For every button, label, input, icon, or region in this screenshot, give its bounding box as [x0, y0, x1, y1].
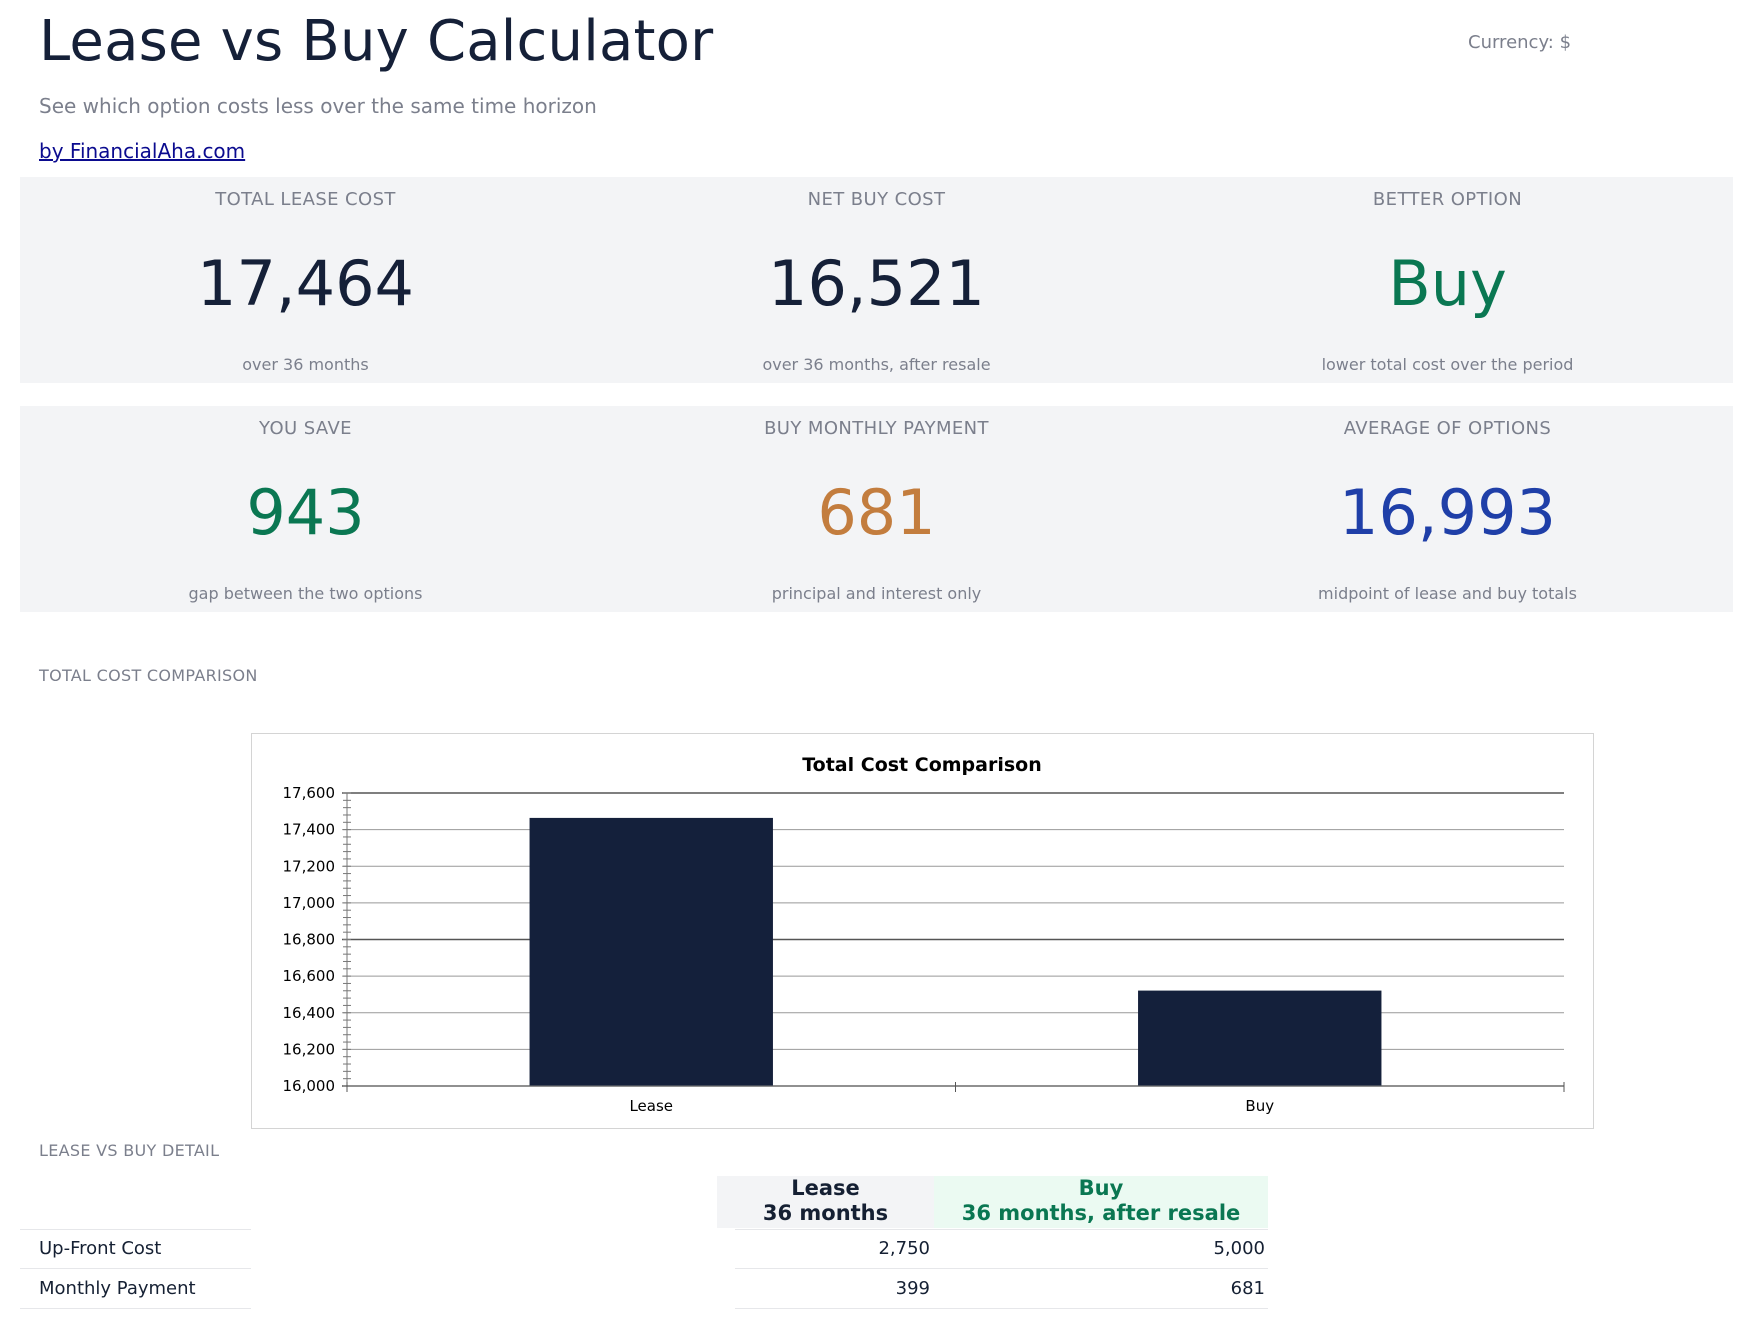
card-note: over 36 months — [242, 355, 369, 374]
lease-monthly-payment: 399 — [895, 1278, 930, 1299]
better-option-card: BETTER OPTION Buy lower total cost over … — [1162, 177, 1733, 383]
card-label: NET BUY COST — [807, 189, 946, 210]
lease-up-front-cost: 2,750 — [878, 1238, 930, 1259]
lease-column-header: Lease 36 months — [717, 1176, 934, 1228]
card-value: 16,521 — [768, 247, 985, 320]
y-tick-label: 17,000 — [283, 894, 336, 912]
row-divider — [20, 1229, 251, 1230]
total-cost-chart: Total Cost Comparison 16,000 16,200 16,400… — [251, 733, 1594, 1129]
row-divider — [735, 1308, 1268, 1309]
y-tick-label: 16,800 — [283, 931, 336, 949]
card-value: 943 — [246, 476, 365, 549]
chart-y-axis: 16,000 16,200 16,400 16,600 16,800 17,000 17,2… — [283, 784, 351, 1095]
card-label: TOTAL LEASE COST — [215, 189, 396, 210]
chart-section-label: TOTAL COST COMPARISON — [39, 666, 258, 685]
average-of-options-card: AVERAGE OF OPTIONS 16,993 midpoint of le… — [1162, 406, 1733, 612]
y-tick-label: 17,400 — [283, 821, 336, 839]
card-value: Buy — [1388, 247, 1507, 320]
byline-link[interactable]: by FinancialAha.com — [39, 139, 246, 163]
net-buy-cost-card: NET BUY COST 16,521 over 36 months, afte… — [591, 177, 1162, 383]
bar-chart-svg: Total Cost Comparison 16,000 16,200 16,400… — [283, 754, 1565, 1115]
card-label: BETTER OPTION — [1372, 189, 1523, 210]
card-label: AVERAGE OF OPTIONS — [1343, 418, 1552, 439]
lease-column-subtitle: 36 months — [762, 1201, 889, 1225]
lease-column-title: Lease — [791, 1176, 860, 1200]
buy-monthly-payment: 681 — [1230, 1278, 1265, 1299]
y-tick-label: 16,600 — [283, 967, 336, 985]
y-tick-label: 17,600 — [283, 784, 336, 802]
page-subtitle: See which option costs less over the sam… — [39, 94, 597, 118]
card-label: YOU SAVE — [259, 418, 352, 439]
row-divider — [735, 1268, 1268, 1269]
card-note: principal and interest only — [771, 584, 982, 603]
card-label: BUY MONTHLY PAYMENT — [764, 418, 989, 439]
y-tick-label: 16,200 — [283, 1040, 336, 1058]
chart-title: Total Cost Comparison — [802, 754, 1042, 776]
chart-x-axis: Lease Buy — [346, 1082, 1565, 1115]
card-note: gap between the two options — [188, 584, 423, 603]
detail-section-label: LEASE VS BUY DETAIL — [39, 1141, 220, 1160]
buy-monthly-payment-card: BUY MONTHLY PAYMENT 681 principal and in… — [591, 406, 1162, 612]
card-value: 16,993 — [1339, 476, 1556, 549]
buy-column-subtitle: 36 months, after resale — [961, 1201, 1241, 1225]
bar-buy — [1138, 990, 1382, 1086]
card-note: midpoint of lease and buy totals — [1318, 584, 1577, 603]
bar-lease — [529, 817, 773, 1086]
summary-row-primary: TOTAL LEASE COST 17,464 over 36 months N… — [20, 177, 1733, 383]
buy-column-title: Buy — [1078, 1176, 1124, 1200]
row-label-monthly-payment: Monthly Payment — [39, 1278, 196, 1299]
page-title: Lease vs Buy Calculator — [39, 9, 714, 74]
y-tick-label: 16,000 — [283, 1077, 336, 1095]
card-note: lower total cost over the period — [1321, 355, 1574, 374]
row-label-up-front-cost: Up-Front Cost — [39, 1238, 162, 1259]
total-lease-cost-card: TOTAL LEASE COST 17,464 over 36 months — [20, 177, 591, 383]
card-value: 681 — [817, 476, 936, 549]
card-value: 17,464 — [197, 247, 414, 320]
row-divider — [20, 1268, 251, 1269]
you-save-card: YOU SAVE 943 gap between the two options — [20, 406, 591, 612]
x-tick-label: Buy — [1245, 1097, 1274, 1115]
buy-up-front-cost: 5,000 — [1213, 1238, 1265, 1259]
buy-column-header: Buy 36 months, after resale — [934, 1176, 1268, 1228]
summary-row-secondary: YOU SAVE 943 gap between the two options… — [20, 406, 1733, 612]
row-divider — [20, 1308, 251, 1309]
chart-bars — [529, 817, 1382, 1086]
y-tick-label: 17,200 — [283, 857, 336, 875]
row-divider — [735, 1229, 1268, 1230]
y-tick-label: 16,400 — [283, 1004, 336, 1022]
card-note: over 36 months, after resale — [762, 355, 991, 374]
currency-label: Currency: $ — [1468, 32, 1572, 53]
x-tick-label: Lease — [629, 1097, 673, 1115]
